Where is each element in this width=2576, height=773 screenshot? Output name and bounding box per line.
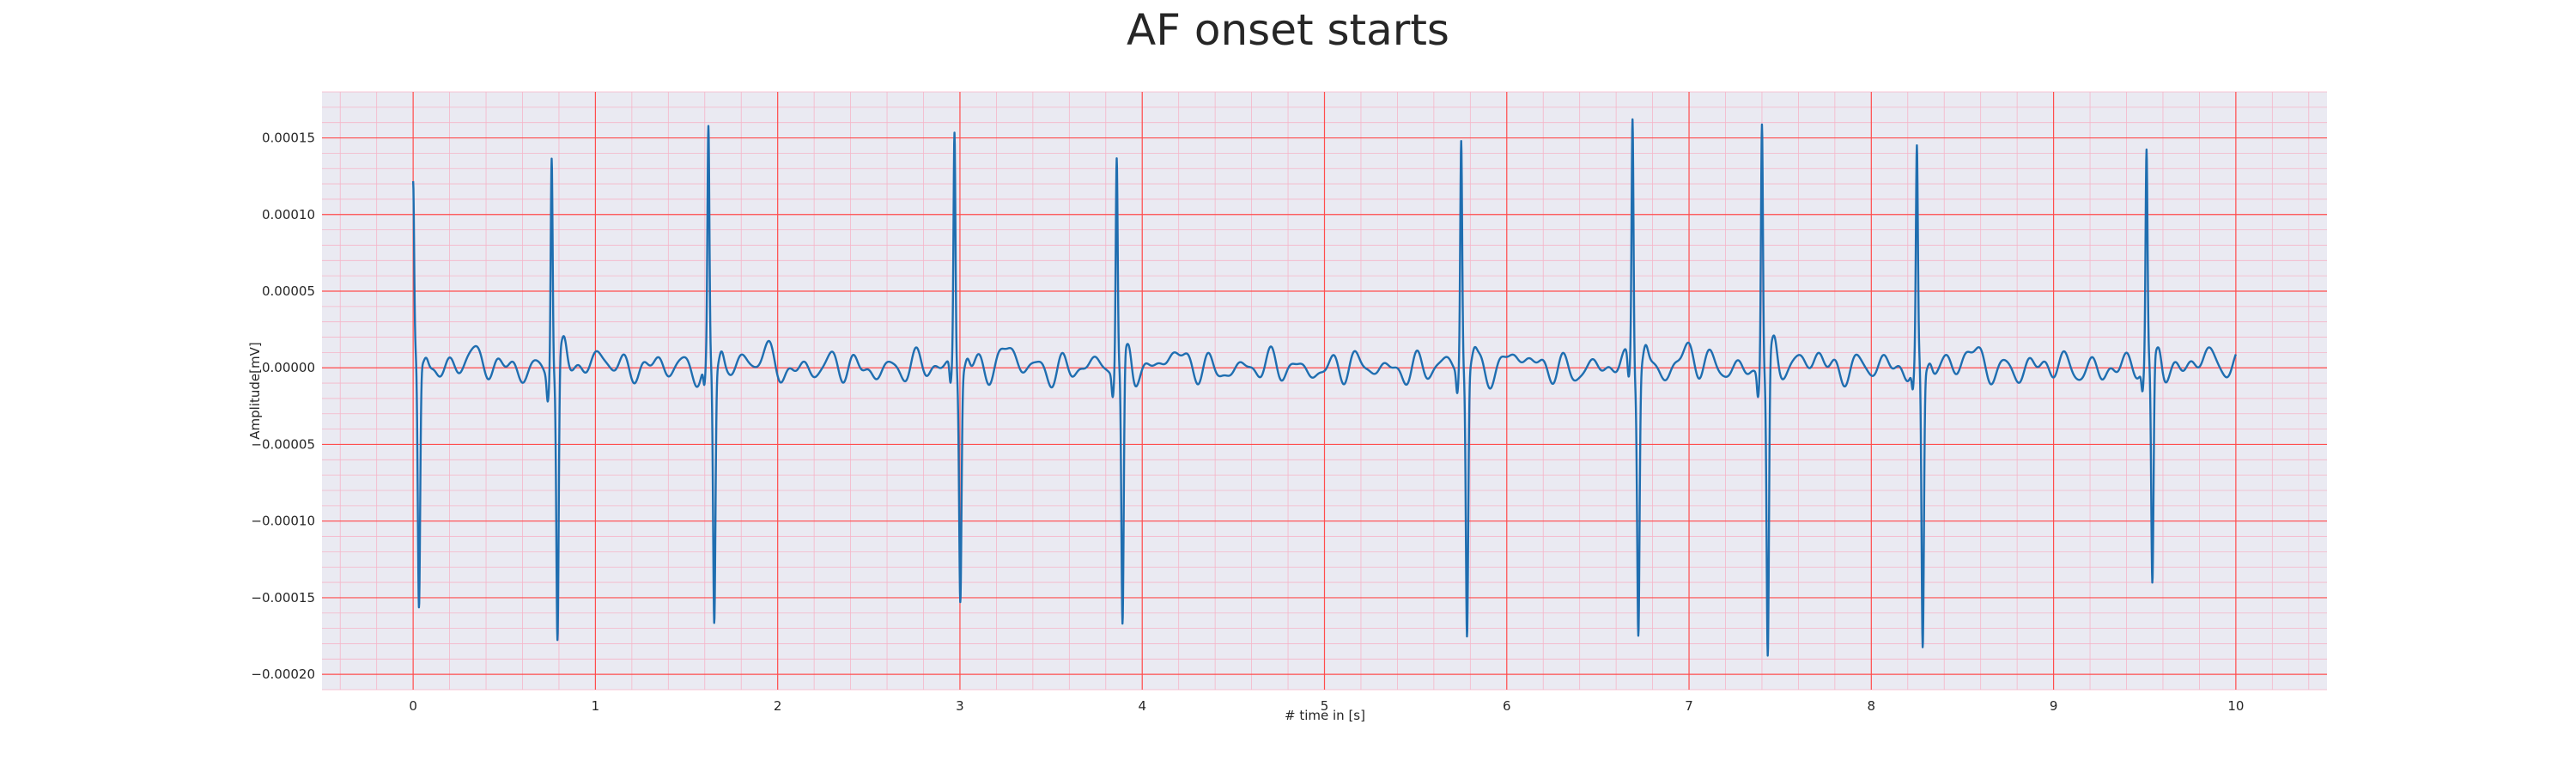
x-tick-label: 2 <box>774 698 782 714</box>
y-tick-label: 0.00015 <box>262 131 315 146</box>
x-tick-label: 3 <box>956 698 964 714</box>
x-tick-labels: 0 1 2 3 4 5 6 7 8 9 10 <box>409 698 2244 714</box>
y-tick-labels: 0.00015 0.00010 0.00005 0.00000 −0.00005 −0.0… <box>251 131 315 683</box>
x-tick-label: 7 <box>1685 698 1693 714</box>
y-tick-label: −0.00005 <box>251 436 315 452</box>
chart-title: AF onset starts <box>1127 5 1449 55</box>
x-axis-label: # time in [s] <box>1285 708 1365 723</box>
y-tick-label: −0.00010 <box>251 514 315 529</box>
x-tick-label: 5 <box>1321 698 1329 714</box>
y-tick-label: 0.00010 <box>262 207 315 222</box>
y-tick-label: −0.00015 <box>251 590 315 606</box>
y-tick-label: 0.00005 <box>262 283 315 299</box>
y-tick-label: −0.00020 <box>251 666 315 682</box>
x-tick-label: 8 <box>1868 698 1876 714</box>
x-tick-label: 4 <box>1138 698 1146 714</box>
x-tick-label: 1 <box>592 698 600 714</box>
x-tick-label: 6 <box>1503 698 1511 714</box>
ecg-series-line <box>411 118 2237 657</box>
major-grid <box>322 92 2327 690</box>
x-tick-label: 9 <box>2050 698 2058 714</box>
y-tick-label: 0.00000 <box>262 360 315 375</box>
x-tick-label: 0 <box>409 698 417 714</box>
y-axis-label: Amplitude[mV] <box>247 342 263 439</box>
x-tick-label: 10 <box>2227 698 2244 714</box>
